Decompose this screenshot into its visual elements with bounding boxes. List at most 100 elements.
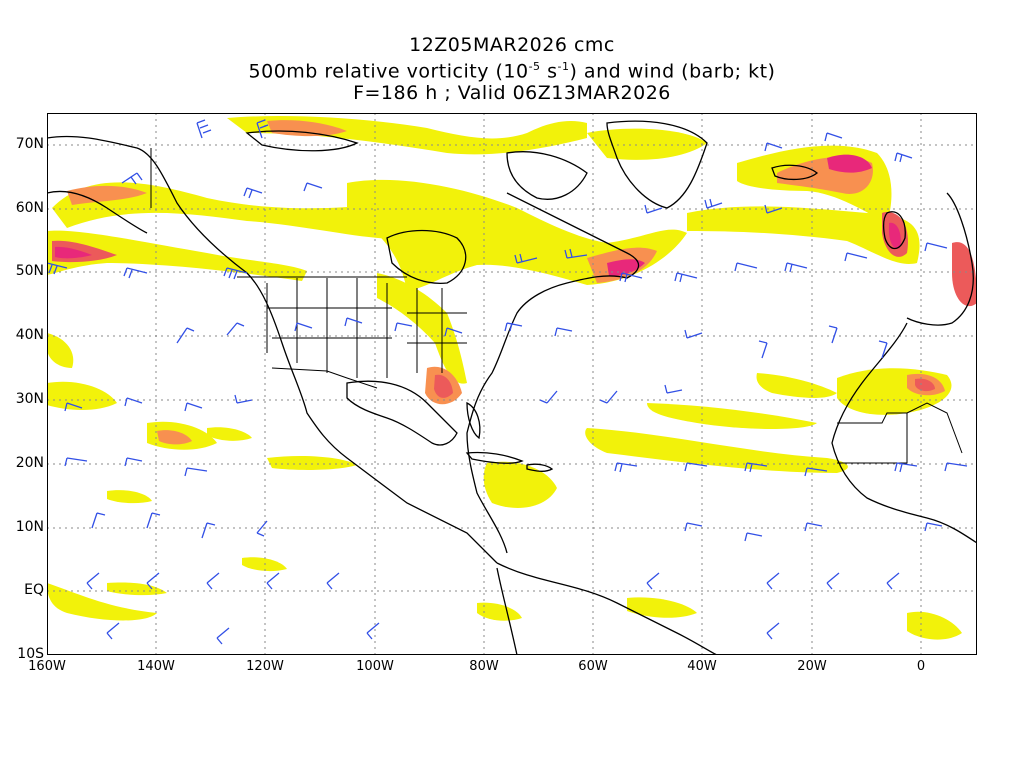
lat-label-eq: EQ	[24, 582, 44, 598]
wind-barb	[91, 512, 106, 529]
wind-barb	[196, 119, 212, 139]
wind-barb	[704, 198, 723, 209]
wind-barb	[444, 327, 463, 337]
wind-barb	[824, 132, 843, 142]
wind-barb	[223, 267, 248, 280]
wind-barb	[684, 462, 708, 472]
vorticity-core-iceland-inner	[827, 154, 872, 173]
wind-barb	[766, 622, 780, 640]
vorticity-shading	[47, 116, 977, 640]
wind-barb	[176, 327, 195, 344]
wind-barb	[256, 119, 269, 139]
border-western-sahara	[837, 412, 908, 464]
vorticity-core-labrador-inner	[607, 259, 645, 276]
wind-barb	[123, 267, 148, 279]
lat-label-30n: 30N	[15, 391, 44, 407]
wind-barb	[764, 142, 783, 152]
vorticity-band-pacific-4	[267, 455, 357, 470]
lat-label-70n: 70N	[15, 136, 44, 152]
wind-barb	[64, 402, 83, 412]
vorticity-core-alaska	[67, 185, 147, 205]
vorticity-band-pacific-9	[47, 333, 74, 368]
lon-label-120w: 120W	[246, 659, 284, 674]
coast-south-america-west	[496, 567, 518, 655]
wind-barb	[614, 462, 638, 473]
wind-barb	[326, 572, 340, 590]
vorticity-band-greenland	[587, 128, 707, 160]
wind-barb	[344, 317, 363, 327]
wind-barb	[394, 322, 413, 332]
wind-barb	[86, 572, 100, 590]
wind-barb	[201, 522, 216, 539]
vorticity-band-canada	[347, 179, 687, 291]
lat-label-10n: 10N	[15, 519, 44, 535]
vorticity-band-pacific-6	[47, 583, 157, 621]
wind-barb	[944, 462, 968, 472]
wind-barb	[844, 252, 868, 262]
wind-barb	[564, 248, 588, 259]
wind-barb	[886, 572, 900, 590]
title-field: 500mb relative vorticity (10-5 s-1) and …	[248, 60, 776, 83]
wind-barb	[504, 322, 523, 332]
vorticity-band-pacific-north	[52, 182, 413, 239]
border-mali-mauritania	[906, 402, 963, 454]
coast-florida	[466, 401, 481, 440]
coast-cuba	[465, 451, 524, 464]
vorticity-band-great-lakes	[377, 273, 467, 384]
coast-arctic-islands	[245, 130, 359, 152]
vorticity-band-equatorial-1	[627, 597, 697, 618]
coast-north-america-west	[47, 135, 498, 564]
coast-british-isles	[883, 211, 906, 250]
wind-barb	[146, 572, 160, 590]
wind-barb	[744, 462, 768, 473]
wind-barbs	[47, 119, 968, 645]
vorticity-band-pacific-5	[107, 490, 152, 504]
wind-barb	[539, 390, 558, 404]
coast-alaska	[47, 190, 148, 234]
political-boundaries	[150, 148, 963, 464]
wind-barb	[47, 262, 68, 275]
vorticity-core-northwest-africa-inner	[915, 378, 935, 392]
wind-barb	[764, 204, 783, 214]
wind-barb	[216, 627, 230, 645]
wind-barb	[646, 572, 660, 590]
wind-barb	[674, 272, 698, 283]
wind-barb	[106, 622, 120, 640]
lon-label-60w: 60W	[578, 659, 608, 674]
coast-europe	[906, 192, 974, 326]
wind-barb	[266, 572, 280, 590]
wind-barb	[924, 242, 948, 252]
coast-greenland	[606, 120, 708, 209]
vorticity-band-caribbean	[483, 461, 557, 508]
wind-barb	[828, 325, 838, 344]
wind-barb	[206, 572, 220, 590]
wind-barb	[894, 462, 918, 473]
wind-barb	[766, 572, 780, 590]
wind-barb	[758, 340, 768, 359]
vorticity-band-pacific-7	[107, 582, 167, 596]
wind-barb	[121, 172, 143, 185]
wind-barb	[826, 572, 840, 590]
wind-barb	[226, 322, 245, 336]
vorticity-band-pacific-3	[47, 381, 117, 410]
title-run: 12Z05MAR2026 cmc	[409, 34, 615, 56]
wind-barb	[554, 327, 573, 337]
vorticity-band-pacific-2	[207, 427, 252, 441]
coast-hudson-bay	[386, 229, 467, 284]
title-valid: F=186 h ; Valid 06Z13MAR2026	[353, 82, 671, 105]
vorticity-band-north-atlantic	[687, 206, 920, 264]
lon-label-100w: 100W	[356, 659, 394, 674]
lat-label-40n: 40N	[15, 327, 44, 343]
vorticity-band-subtropical-3	[756, 373, 837, 398]
wind-barb	[804, 522, 823, 532]
wind-barb	[924, 522, 943, 532]
lon-label-0: 0	[916, 659, 926, 674]
wind-barb	[784, 262, 808, 273]
lon-label-20w: 20W	[797, 659, 827, 674]
lon-label-140w: 140W	[137, 659, 175, 674]
wind-barb	[256, 520, 268, 537]
wind-barb	[184, 467, 208, 477]
vorticity-band-subtropical-2	[647, 403, 817, 429]
lat-lon-grid	[47, 113, 977, 655]
wind-barb	[234, 394, 253, 404]
